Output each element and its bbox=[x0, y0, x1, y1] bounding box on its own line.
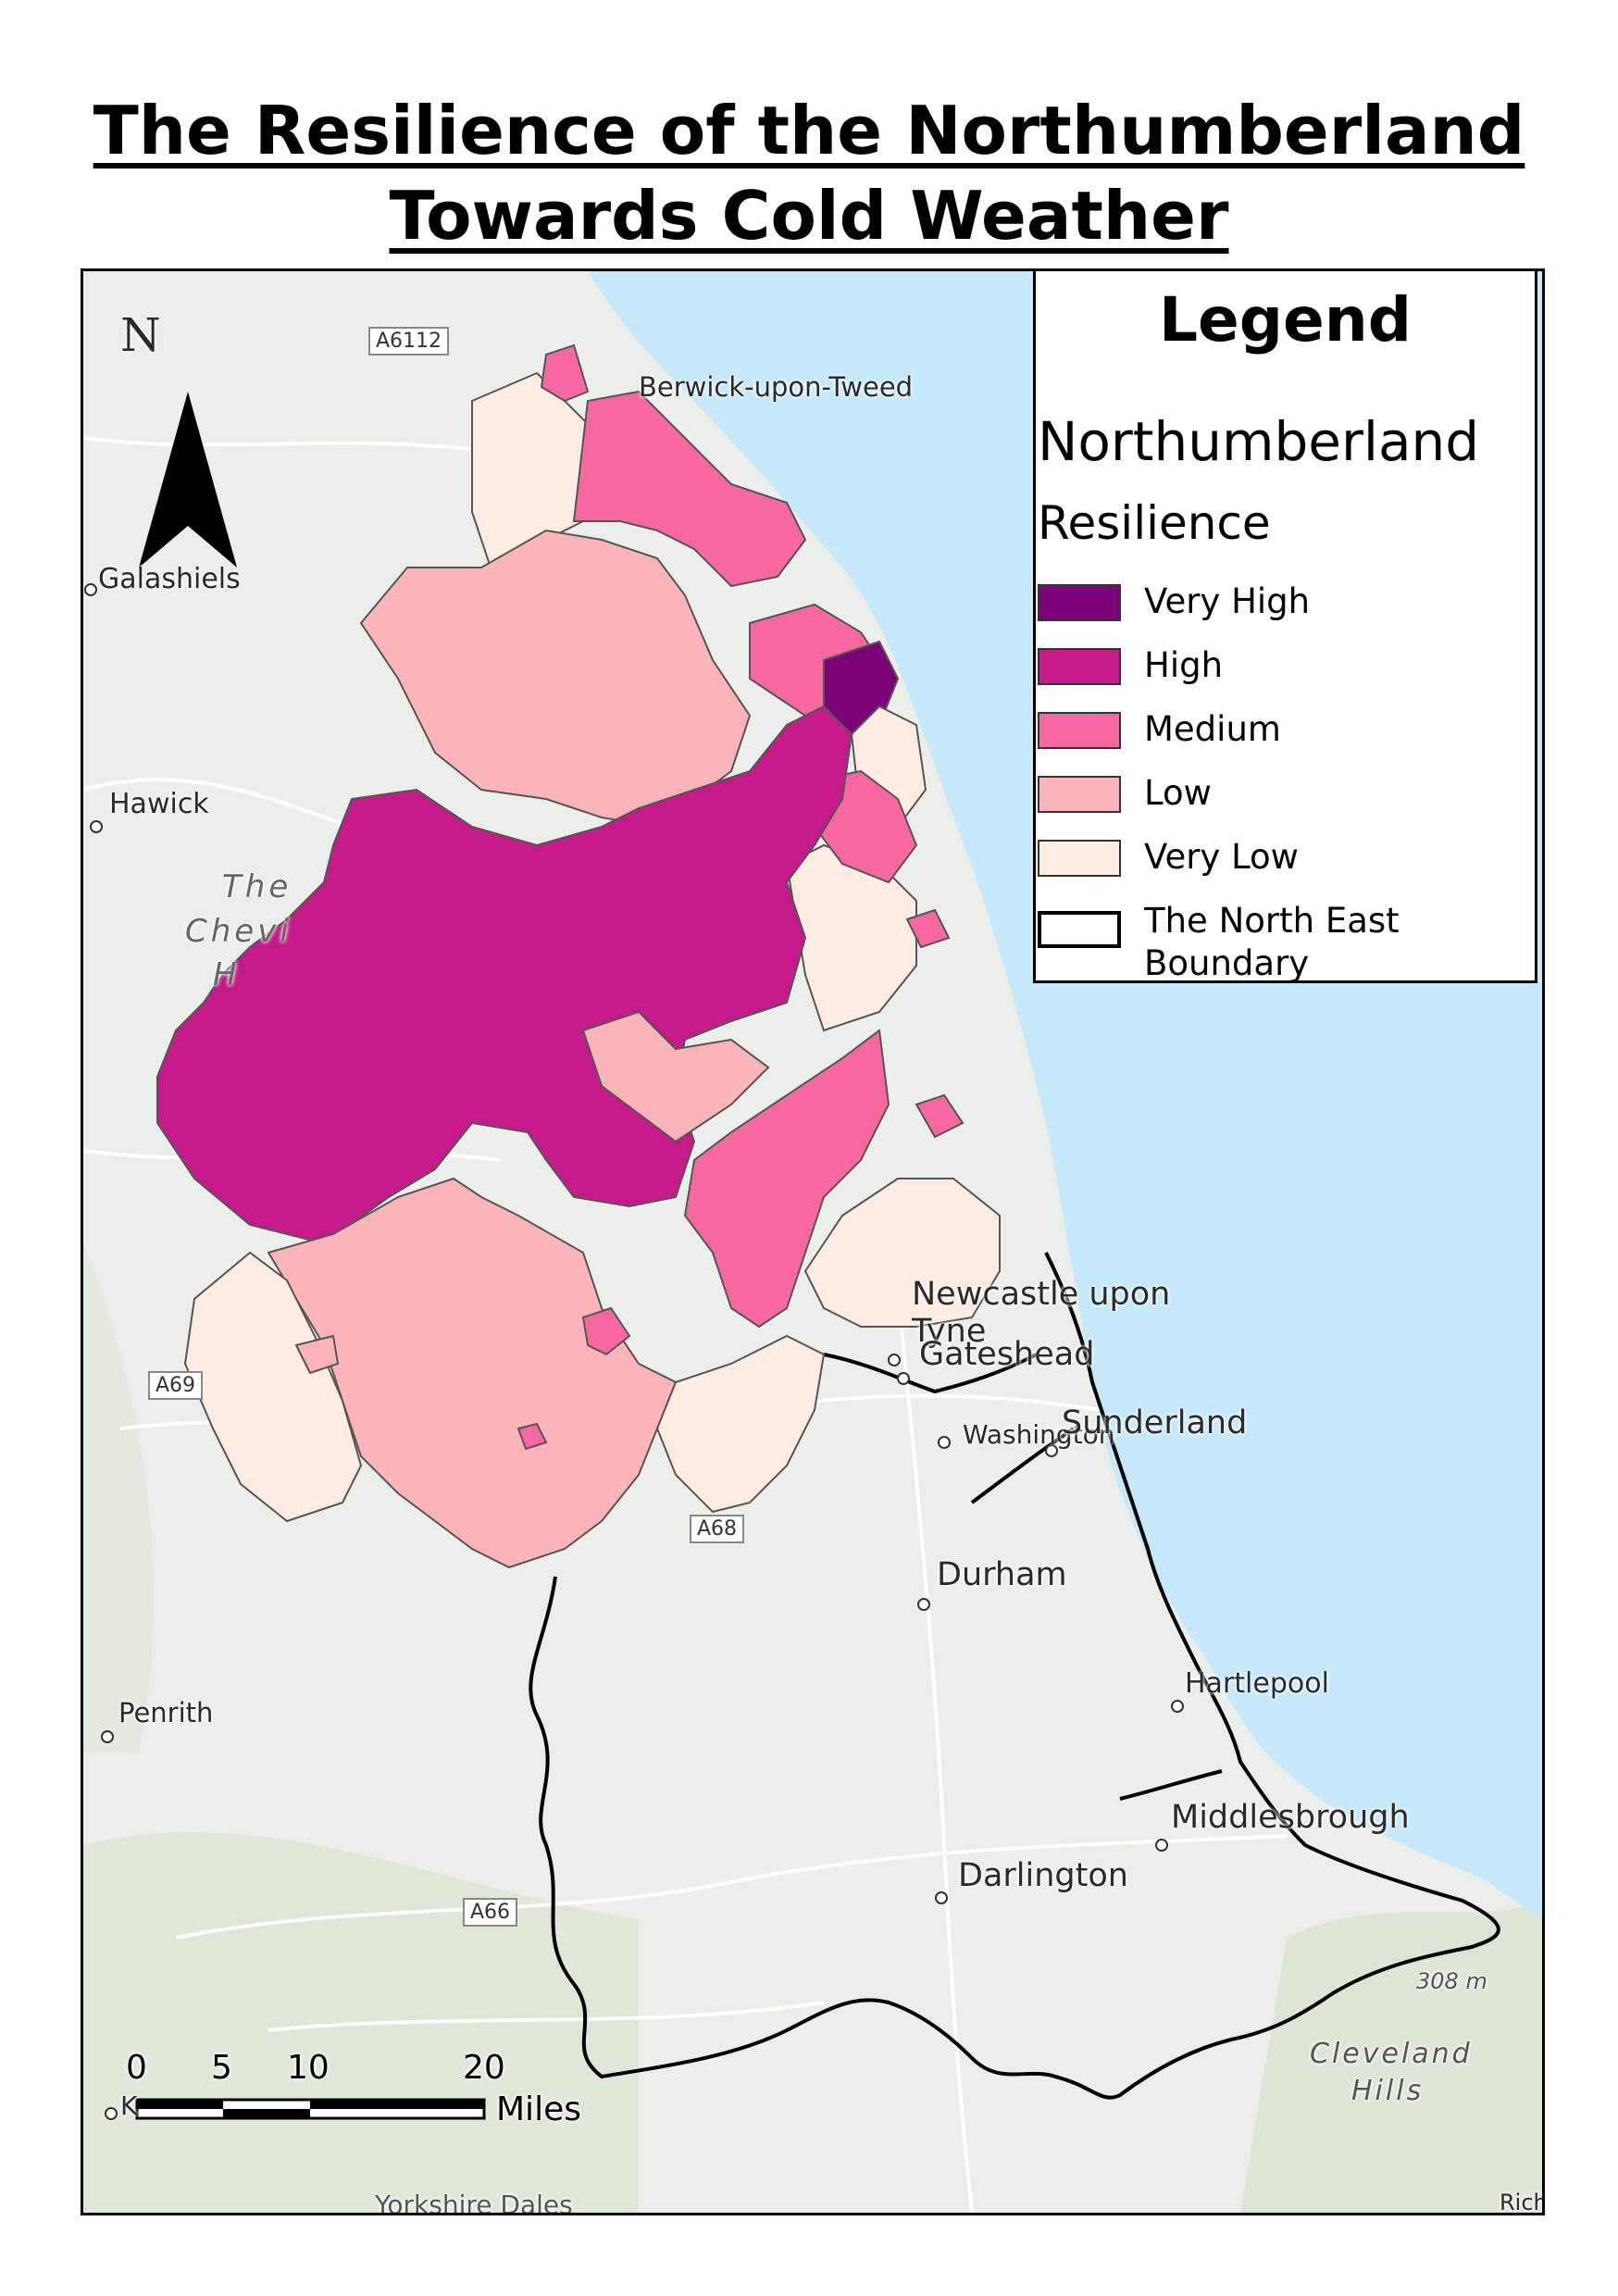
legend-label: Very High bbox=[1144, 581, 1311, 621]
road-shield-a66: A66 bbox=[463, 1898, 518, 1927]
scale-tick-5: 5 bbox=[211, 2049, 232, 2087]
legend-item-medium: Medium bbox=[1038, 708, 1519, 764]
place-darlington: Darlington bbox=[958, 1857, 1128, 1894]
legend-box: Legend Northumberland Resilience Very Hi… bbox=[1033, 268, 1537, 983]
legend-label: Very Low bbox=[1144, 837, 1299, 877]
legend-label-boundary-2: Boundary bbox=[1144, 943, 1310, 983]
legend-label: Medium bbox=[1144, 709, 1281, 749]
area-very-low bbox=[183, 1251, 363, 1523]
legend-layer-name: Northumberland bbox=[1038, 410, 1480, 473]
area-medium bbox=[540, 343, 590, 403]
place-washington: Washington bbox=[963, 1419, 1115, 1450]
place-cleveland-1: Cleveland bbox=[1310, 2038, 1473, 2070]
legend-label: High bbox=[1144, 645, 1224, 685]
scale-tick-20: 20 bbox=[463, 2049, 505, 2087]
place-berwick: Berwick-upon-Tweed bbox=[639, 371, 914, 403]
swatch-very-low bbox=[1038, 840, 1121, 877]
area-medium bbox=[581, 1306, 631, 1356]
place-rich: Rich bbox=[1500, 2190, 1545, 2215]
legend-label-boundary-1: The North East bbox=[1144, 901, 1400, 941]
northumberland-areas bbox=[156, 343, 1001, 1569]
place-hawick: Hawick bbox=[109, 788, 209, 820]
road-shield-a69: A69 bbox=[148, 1371, 204, 1400]
place-cheviot-1: The bbox=[222, 868, 292, 905]
title-line-2: Towards Cold Weather bbox=[389, 177, 1229, 255]
area-low bbox=[294, 1334, 340, 1375]
scale-bar bbox=[135, 2098, 486, 2120]
wear-boundary bbox=[970, 1427, 1076, 1504]
area-low bbox=[267, 1177, 678, 1569]
north-east-boundary bbox=[529, 1252, 1500, 2100]
area-medium bbox=[683, 1029, 890, 1329]
area-low bbox=[581, 1010, 770, 1143]
place-newcastle-1: Newcastle upon bbox=[912, 1276, 1171, 1313]
place-hartlepool: Hartlepool bbox=[1185, 1667, 1329, 1700]
legend-item-low: Low bbox=[1038, 772, 1519, 828]
legend-field-name: Resilience bbox=[1038, 496, 1271, 550]
tees-boundary bbox=[1119, 1769, 1223, 1801]
legend-label: Low bbox=[1144, 773, 1212, 813]
place-gateshead: Gateshead bbox=[919, 1336, 1095, 1373]
place-middlesbrough: Middlesbrough bbox=[1171, 1799, 1410, 1836]
tyne-boundary bbox=[823, 1353, 1038, 1394]
north-arrow-icon bbox=[139, 392, 237, 568]
swatch-low bbox=[1038, 776, 1121, 813]
legend-item-boundary: The North East Boundary bbox=[1038, 900, 1519, 983]
legend-item-high: High bbox=[1038, 644, 1519, 700]
place-cheviot-3: H bbox=[213, 956, 237, 993]
map-title: The Resilience of the Northumberland Tow… bbox=[0, 88, 1618, 258]
scale-unit: Miles bbox=[496, 2090, 581, 2128]
place-yorkshire-dales: Yorkshire Dales bbox=[375, 2190, 573, 2215]
legend-item-very-high: Very High bbox=[1038, 580, 1519, 636]
area-medium bbox=[905, 908, 951, 949]
swatch-medium bbox=[1038, 712, 1121, 749]
swatch-boundary bbox=[1038, 911, 1121, 948]
scale-tick-10: 10 bbox=[287, 2049, 330, 2087]
area-very-low bbox=[655, 1334, 826, 1514]
place-galashiels: Galashiels bbox=[98, 563, 241, 595]
area-medium bbox=[572, 390, 807, 588]
area-very-low bbox=[803, 1178, 1001, 1328]
legend-heading: Legend bbox=[1158, 284, 1413, 356]
swatch-high bbox=[1038, 648, 1121, 685]
north-arrow-label: N bbox=[120, 308, 161, 362]
legend-item-very-low: Very Low bbox=[1038, 836, 1519, 892]
area-medium bbox=[915, 1093, 965, 1139]
place-penrith: Penrith bbox=[118, 1697, 214, 1728]
place-newcastle-2: Tyne bbox=[912, 1313, 987, 1350]
title-line-1: The Resilience of the Northumberland bbox=[93, 92, 1525, 169]
place-cheviot-2: Chevi bbox=[185, 913, 292, 950]
place-cleveland-2: Hills bbox=[1351, 2075, 1425, 2107]
city-dots bbox=[84, 583, 1184, 2120]
area-medium bbox=[517, 1422, 548, 1451]
road-shield-a6112: A6112 bbox=[368, 327, 450, 356]
road-shield-a68: A68 bbox=[690, 1515, 745, 1543]
place-durham: Durham bbox=[937, 1556, 1067, 1593]
scale-tick-0: 0 bbox=[126, 2049, 147, 2087]
terrain-patch bbox=[1240, 1901, 1542, 2213]
place-sunderland: Sunderland bbox=[1062, 1404, 1248, 1441]
terrain-patch bbox=[83, 1243, 155, 1753]
swatch-very-high bbox=[1038, 584, 1121, 621]
elevation-label: 308 m bbox=[1416, 1968, 1487, 1994]
place-k: K bbox=[120, 2090, 138, 2121]
